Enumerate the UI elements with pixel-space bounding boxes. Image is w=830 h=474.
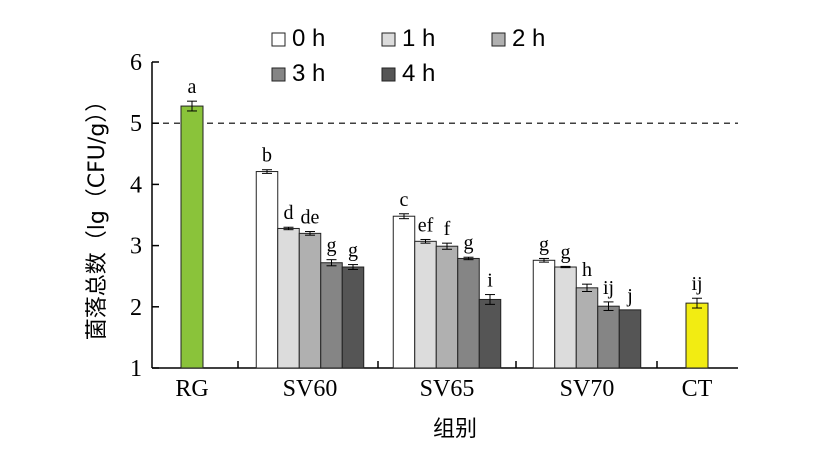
legend-label: 2 h bbox=[512, 25, 545, 52]
bar bbox=[597, 305, 620, 369]
x-tick-label: CT bbox=[682, 376, 713, 402]
legend-item: 4 h bbox=[381, 60, 435, 87]
legend: 0 h 1 h 2 h 3 h 4 h bbox=[271, 25, 545, 87]
bar bbox=[320, 262, 343, 369]
x-tick-label: SV70 bbox=[560, 376, 615, 402]
bar bbox=[414, 240, 437, 369]
legend-item: 3 h bbox=[271, 60, 325, 87]
significance-label: i bbox=[487, 270, 493, 292]
axes: 1 2 3 4 5 6 RG SV60 SV65 SV70 CT bbox=[130, 50, 738, 402]
bar bbox=[435, 245, 459, 369]
bar bbox=[685, 302, 709, 369]
legend-label: 3 h bbox=[292, 60, 325, 87]
legend-swatch bbox=[271, 32, 286, 47]
significance-label: ij bbox=[603, 277, 614, 299]
bar bbox=[392, 215, 416, 369]
bar bbox=[575, 287, 599, 369]
bar bbox=[554, 266, 577, 369]
bar bbox=[277, 227, 300, 369]
legend-label: 1 h bbox=[402, 25, 435, 52]
significance-label: de bbox=[301, 207, 320, 229]
significance-label: b bbox=[262, 145, 272, 167]
legend-label: 0 h bbox=[292, 25, 325, 52]
significance-label: ef bbox=[418, 214, 434, 236]
bar-group-ct: ij bbox=[685, 273, 709, 369]
significance-label: g bbox=[464, 232, 474, 254]
significance-label: g bbox=[561, 241, 571, 263]
x-tick-label: RG bbox=[175, 376, 208, 402]
y-tick-label: 5 bbox=[130, 111, 142, 137]
significance-label: d bbox=[284, 202, 294, 224]
x-tick-label: SV60 bbox=[283, 376, 338, 402]
bar bbox=[255, 171, 279, 369]
bar bbox=[457, 257, 480, 369]
y-tick-label: 3 bbox=[130, 234, 142, 260]
bar-group-rg: a bbox=[180, 76, 204, 369]
legend-swatch bbox=[271, 67, 286, 82]
bar-group-sv65: cef fgi bbox=[392, 189, 502, 369]
significance-label: f bbox=[444, 218, 451, 240]
y-axis-label: 菌落总数（lg（CFU/g）） bbox=[85, 90, 110, 341]
bar bbox=[180, 105, 204, 369]
legend-swatch bbox=[381, 32, 396, 47]
significance-label: g bbox=[539, 233, 549, 255]
bar-group-sv60: bd deg g bbox=[255, 145, 365, 369]
significance-label: g bbox=[327, 235, 337, 257]
x-axis-label: 组别 bbox=[433, 417, 477, 442]
bar bbox=[532, 259, 556, 369]
legend-item: 0 h bbox=[271, 25, 325, 52]
y-tick-label: 1 bbox=[130, 356, 142, 382]
bar bbox=[298, 232, 322, 369]
legend-item: 2 h bbox=[491, 25, 545, 52]
significance-label: a bbox=[188, 76, 197, 98]
legend-swatch bbox=[381, 67, 396, 82]
significance-label: c bbox=[400, 189, 409, 211]
significance-label: h bbox=[582, 259, 592, 281]
legend-item: 1 h bbox=[381, 25, 435, 52]
significance-label: g bbox=[348, 240, 358, 262]
bar bbox=[341, 266, 365, 369]
y-tick-label: 2 bbox=[130, 295, 142, 321]
significance-label: ij bbox=[691, 273, 702, 295]
x-tick-label: SV65 bbox=[420, 376, 475, 402]
bar bbox=[478, 298, 502, 369]
significance-label: j bbox=[626, 285, 633, 307]
y-tick-label: 6 bbox=[130, 50, 142, 76]
bar bbox=[618, 309, 642, 369]
legend-label: 4 h bbox=[402, 60, 435, 87]
y-tick-label: 4 bbox=[130, 172, 142, 198]
legend-swatch bbox=[491, 32, 506, 47]
